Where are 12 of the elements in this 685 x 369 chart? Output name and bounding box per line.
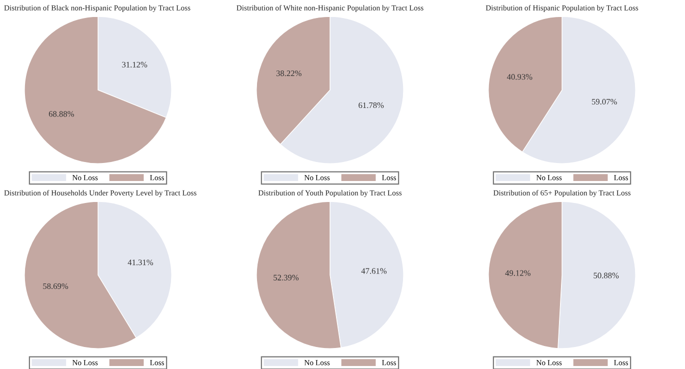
data-label: 68.88% <box>48 111 74 117</box>
data-label: 59.07% <box>592 98 617 105</box>
data-label: 31.12% <box>122 62 148 68</box>
data-label: 40.93% <box>506 74 532 80</box>
data-label: 38.22% <box>276 70 302 76</box>
data-label: 52.39% <box>274 274 299 280</box>
data-label: 47.61% <box>361 268 387 274</box>
data-label: 58.69% <box>43 283 68 290</box>
data-label: 41.31% <box>128 260 154 266</box>
data-label: 61.78% <box>358 102 384 108</box>
data-label: 49.12% <box>505 270 530 276</box>
data-label: 50.88% <box>594 272 619 278</box>
